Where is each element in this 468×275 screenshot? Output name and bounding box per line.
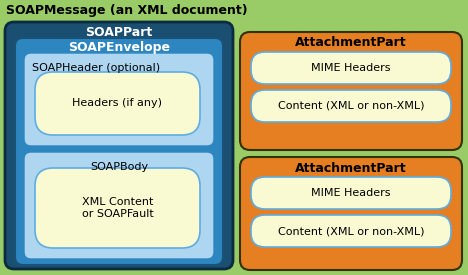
Text: Content (XML or non-XML): Content (XML or non-XML) xyxy=(278,101,424,111)
Text: SOAPBody: SOAPBody xyxy=(90,162,148,172)
FancyBboxPatch shape xyxy=(240,32,462,150)
Text: AttachmentPart: AttachmentPart xyxy=(295,161,407,175)
FancyBboxPatch shape xyxy=(35,168,200,248)
FancyBboxPatch shape xyxy=(251,177,451,209)
Text: Headers (if any): Headers (if any) xyxy=(73,98,162,109)
Text: SOAPPart: SOAPPart xyxy=(85,26,153,40)
Text: Content (XML or non-XML): Content (XML or non-XML) xyxy=(278,226,424,236)
FancyBboxPatch shape xyxy=(24,53,214,146)
FancyBboxPatch shape xyxy=(251,215,451,247)
FancyBboxPatch shape xyxy=(35,72,200,135)
Text: XML Content
or SOAPFault: XML Content or SOAPFault xyxy=(81,197,154,219)
FancyBboxPatch shape xyxy=(251,52,451,84)
Text: SOAPHeader (optional): SOAPHeader (optional) xyxy=(32,63,160,73)
FancyBboxPatch shape xyxy=(5,22,233,269)
FancyBboxPatch shape xyxy=(251,90,451,122)
Text: AttachmentPart: AttachmentPart xyxy=(295,37,407,50)
Text: SOAPEnvelope: SOAPEnvelope xyxy=(68,42,170,54)
FancyBboxPatch shape xyxy=(24,152,214,259)
FancyBboxPatch shape xyxy=(240,157,462,270)
Text: SOAPMessage (an XML document): SOAPMessage (an XML document) xyxy=(6,4,248,17)
Text: MIME Headers: MIME Headers xyxy=(311,188,391,198)
Text: MIME Headers: MIME Headers xyxy=(311,63,391,73)
FancyBboxPatch shape xyxy=(15,38,223,265)
